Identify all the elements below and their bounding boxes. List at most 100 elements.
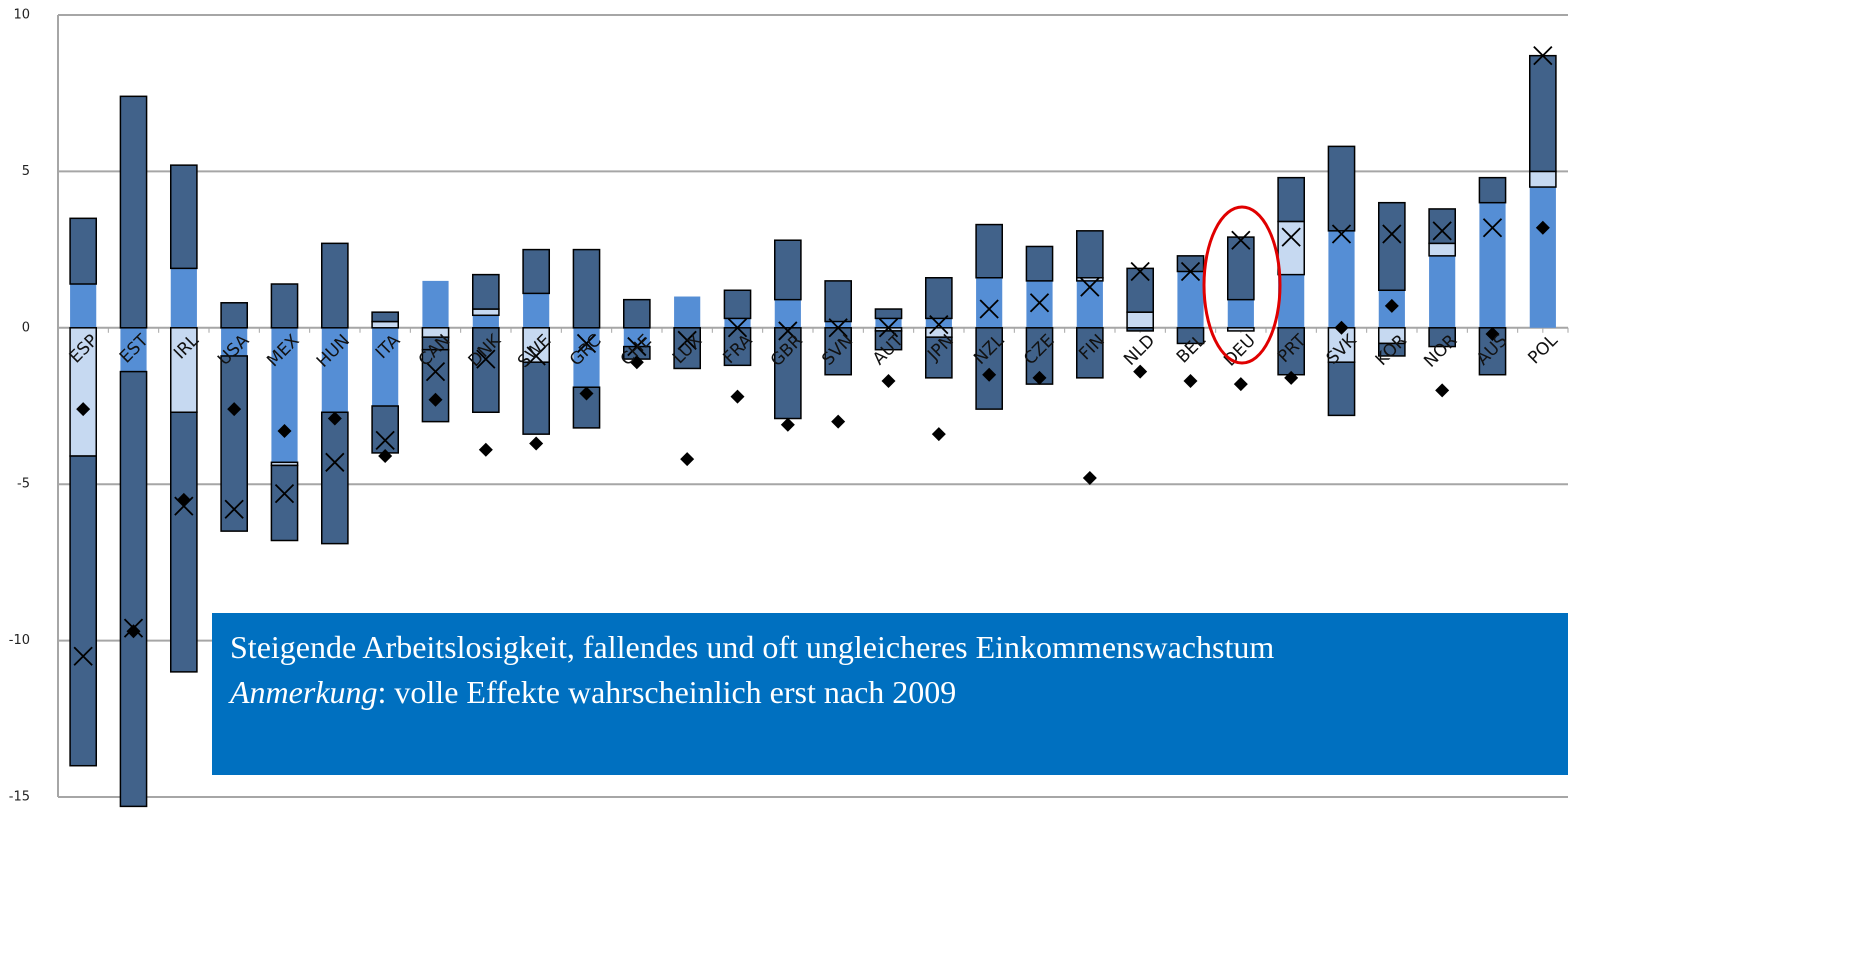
bar-segment bbox=[1026, 280, 1053, 328]
bar-segment bbox=[773, 327, 802, 420]
bar-segment bbox=[69, 217, 98, 285]
bar-segment bbox=[1528, 170, 1557, 188]
bar-segment bbox=[1277, 176, 1306, 223]
bar-segment bbox=[1226, 327, 1255, 332]
diamond-marker bbox=[1384, 298, 1399, 313]
bar-segment bbox=[1428, 327, 1457, 348]
y-tick-label: 10 bbox=[13, 8, 30, 23]
bar-segment bbox=[773, 239, 802, 301]
diamond-marker bbox=[126, 624, 141, 639]
x-marker bbox=[1331, 224, 1352, 244]
x-marker bbox=[1382, 224, 1402, 244]
bar-segment bbox=[874, 308, 903, 320]
x-marker bbox=[627, 336, 647, 357]
diamond-marker bbox=[1032, 370, 1047, 385]
bar-segment bbox=[472, 315, 499, 328]
bar-segment bbox=[1377, 342, 1406, 357]
diamond-marker bbox=[579, 386, 594, 401]
diamond-marker bbox=[176, 492, 191, 507]
annotation-text: : volle Effekte wahrscheinlich erst nach… bbox=[378, 674, 957, 710]
x-marker bbox=[1029, 293, 1050, 313]
bar-segment bbox=[573, 327, 600, 388]
x-marker bbox=[828, 318, 848, 338]
bar-segment bbox=[924, 277, 953, 320]
bar-segment bbox=[320, 242, 349, 329]
bar-segment bbox=[572, 248, 601, 329]
diamond-marker bbox=[1535, 220, 1550, 235]
bar-segment bbox=[120, 327, 147, 372]
bar-segment bbox=[169, 411, 198, 673]
bar-segment bbox=[924, 336, 953, 379]
bar-segment bbox=[69, 327, 98, 457]
bar-segment bbox=[1278, 274, 1305, 328]
x-tick-label: POL bbox=[1524, 330, 1562, 368]
diamond-marker bbox=[478, 442, 493, 457]
bar-segment bbox=[421, 348, 450, 423]
bar-segment bbox=[1528, 54, 1557, 173]
x-marker bbox=[1080, 277, 1100, 297]
x-marker bbox=[325, 452, 345, 472]
bar-segment bbox=[976, 277, 1003, 328]
bar-segment bbox=[1075, 327, 1104, 379]
x-marker bbox=[1533, 46, 1553, 66]
x-marker bbox=[1130, 261, 1150, 282]
diamond-marker bbox=[1284, 370, 1299, 385]
bar-segment bbox=[1479, 202, 1506, 328]
bar-segment bbox=[119, 370, 148, 808]
bar-segment bbox=[321, 327, 348, 413]
annotation-line: Anmerkung: volle Effekte wahrscheinlich … bbox=[228, 674, 956, 710]
diamond-marker bbox=[831, 414, 846, 429]
bar-segment bbox=[1075, 230, 1104, 279]
bar-segment bbox=[1176, 255, 1205, 273]
bar-segment bbox=[874, 330, 903, 351]
diamond-marker bbox=[780, 417, 795, 432]
bar-segment bbox=[471, 308, 500, 317]
bar-segment bbox=[522, 248, 551, 295]
x-marker bbox=[526, 346, 546, 366]
bar-segment bbox=[1529, 187, 1556, 328]
bar-segment bbox=[1478, 176, 1507, 204]
x-marker bbox=[878, 318, 899, 338]
diamond-marker bbox=[327, 411, 342, 426]
x-marker bbox=[375, 430, 395, 451]
diamond-marker bbox=[680, 452, 695, 467]
y-tick-label: -15 bbox=[9, 790, 30, 805]
bar-segment bbox=[774, 299, 801, 328]
bars bbox=[69, 54, 1557, 808]
diamond-marker bbox=[1334, 320, 1349, 335]
x-marker bbox=[274, 483, 295, 504]
bar-segment bbox=[825, 321, 852, 328]
x-marker bbox=[476, 349, 496, 369]
x-tick-label: CHE bbox=[617, 331, 656, 370]
bar-segment bbox=[1328, 230, 1355, 328]
bar-segment bbox=[320, 411, 349, 545]
bar-segment bbox=[875, 318, 902, 328]
bar-segment bbox=[220, 355, 249, 532]
x-marker bbox=[1231, 230, 1251, 250]
diamond-marker bbox=[629, 355, 644, 370]
bar-segment bbox=[723, 327, 752, 367]
bar-segment bbox=[724, 318, 751, 328]
bar-segment bbox=[522, 361, 551, 435]
bar-segment bbox=[523, 293, 550, 328]
bar-segment bbox=[69, 455, 98, 767]
bar-segment bbox=[1126, 327, 1155, 332]
bar-segment bbox=[371, 405, 400, 454]
x-tick-label: NLD bbox=[1120, 331, 1159, 370]
bar-segment bbox=[1076, 280, 1103, 328]
x-marker bbox=[677, 330, 697, 350]
diamond-marker bbox=[1435, 383, 1450, 398]
diamond-marker bbox=[730, 389, 745, 404]
bar-segment bbox=[1377, 201, 1406, 292]
bar-segment bbox=[422, 280, 449, 328]
bar-segment bbox=[1327, 361, 1356, 417]
bar-segment bbox=[1429, 255, 1456, 328]
highlight-ellipse bbox=[1202, 205, 1282, 365]
bar-segment bbox=[1327, 145, 1356, 232]
bar-segment bbox=[824, 280, 853, 323]
bar-segment bbox=[119, 95, 148, 329]
x-marker bbox=[1432, 221, 1452, 241]
bar-segment bbox=[723, 289, 752, 320]
bar-segment bbox=[925, 318, 952, 328]
bar-segment bbox=[471, 273, 500, 310]
